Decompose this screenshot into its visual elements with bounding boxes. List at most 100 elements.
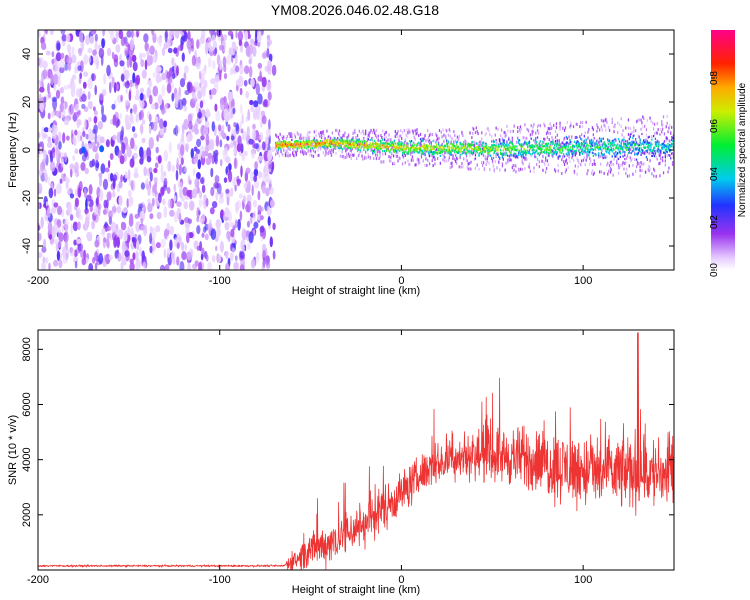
signal-core	[605, 147, 607, 151]
signal-core	[619, 147, 621, 150]
x-tick-label: 0	[398, 275, 404, 287]
noise-blob	[133, 132, 138, 139]
signal-core	[574, 150, 576, 153]
signal-halo	[510, 158, 513, 162]
signal-halo	[486, 156, 488, 160]
noise-blob	[59, 102, 64, 113]
signal-core	[338, 145, 341, 148]
signal-core	[476, 151, 478, 154]
signal-halo	[568, 155, 570, 159]
noise-blob	[38, 232, 42, 242]
signal-core	[620, 144, 622, 147]
signal-core	[551, 154, 553, 157]
signal-halo	[352, 154, 354, 157]
signal-core	[293, 144, 296, 147]
noise-blob	[60, 96, 65, 105]
noise-blob	[111, 103, 116, 110]
signal-core	[630, 152, 632, 155]
signal-core	[513, 154, 515, 157]
noise-blob	[246, 220, 251, 228]
signal-halo	[572, 158, 575, 162]
signal-halo	[380, 134, 382, 137]
signal-halo	[662, 159, 664, 163]
signal-halo	[629, 127, 631, 131]
signal-halo	[635, 147, 637, 151]
signal-core	[599, 147, 602, 150]
signal-core	[583, 135, 585, 138]
signal-core	[385, 141, 387, 145]
signal-core	[558, 141, 560, 145]
signal-halo	[517, 136, 519, 140]
signal-core	[625, 147, 627, 150]
signal-core	[629, 141, 631, 144]
signal-halo	[356, 134, 359, 138]
noise-blob	[157, 94, 163, 105]
signal-core	[644, 146, 647, 149]
signal-halo	[528, 149, 531, 153]
noise-blob	[177, 143, 181, 151]
signal-core	[570, 150, 572, 153]
signal-core	[500, 151, 502, 154]
noise-blob	[120, 261, 124, 270]
signal-core	[373, 149, 375, 152]
signal-halo	[545, 151, 548, 155]
signal-core	[379, 139, 381, 143]
noise-blob	[215, 245, 218, 252]
signal-core	[659, 144, 661, 147]
signal-core	[507, 148, 509, 151]
noise-blob	[78, 31, 84, 43]
signal-core	[391, 142, 393, 145]
signal-core	[659, 153, 661, 156]
signal-core	[552, 142, 554, 145]
signal-halo	[324, 153, 326, 157]
signal-halo	[385, 130, 387, 134]
noise-blob	[211, 201, 218, 209]
noise-blob	[212, 150, 216, 158]
signal-halo	[653, 132, 656, 136]
signal-core	[302, 139, 305, 142]
signal-core	[291, 144, 293, 147]
signal-core	[455, 143, 458, 146]
signal-core	[411, 146, 414, 149]
signal-core	[376, 148, 378, 151]
noise-blob	[148, 125, 152, 135]
signal-halo	[406, 135, 408, 139]
signal-core	[562, 147, 564, 150]
signal-halo	[423, 137, 425, 141]
signal-core	[280, 145, 282, 149]
noise-blob	[58, 232, 64, 243]
signal-core	[295, 145, 297, 148]
noise-blob	[190, 148, 194, 159]
signal-halo	[365, 129, 367, 133]
signal-halo	[653, 167, 655, 171]
signal-core	[347, 143, 350, 146]
noise-blob	[142, 261, 147, 270]
noise-blob	[109, 81, 112, 94]
signal-halo	[571, 156, 573, 160]
signal-halo	[636, 162, 639, 166]
signal-halo	[576, 156, 578, 160]
noise-blob	[73, 112, 77, 123]
signal-halo	[500, 128, 503, 132]
signal-halo	[606, 120, 608, 124]
signal-halo	[547, 131, 549, 135]
noise-blob	[151, 227, 157, 239]
signal-core	[364, 144, 366, 147]
noise-blob	[98, 47, 105, 59]
signal-halo	[562, 126, 564, 130]
signal-halo	[609, 170, 612, 174]
signal-halo	[370, 128, 372, 132]
noise-blob	[65, 33, 71, 43]
signal-halo	[428, 152, 431, 156]
snr-ylabel: SNR (10 * v/v)	[7, 415, 19, 485]
signal-halo	[338, 133, 341, 137]
signal-core	[401, 154, 404, 157]
signal-core	[616, 144, 618, 147]
noise-blob	[214, 103, 218, 112]
noise-blob	[90, 30, 97, 35]
signal-core	[326, 140, 328, 143]
noise-blob	[39, 93, 42, 102]
signal-core	[577, 140, 579, 143]
signal-halo	[519, 167, 522, 171]
signal-core	[501, 152, 504, 155]
